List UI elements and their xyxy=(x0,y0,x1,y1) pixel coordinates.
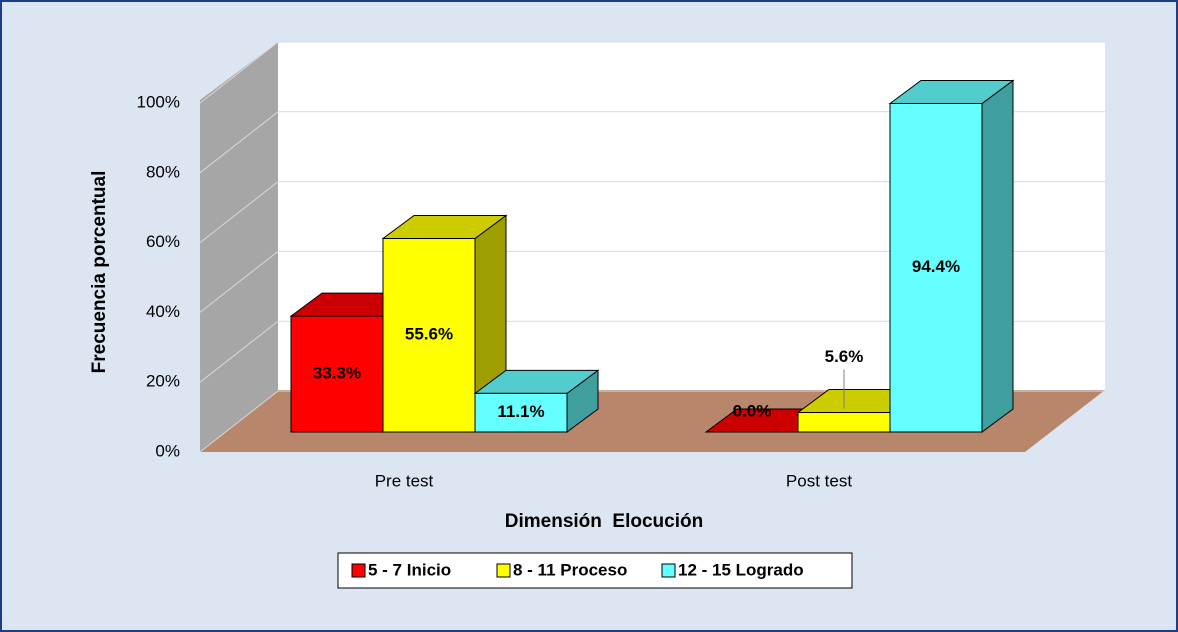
y-tick-label: 0% xyxy=(155,441,180,460)
legend-label: 12 - 15 Logrado xyxy=(678,560,804,579)
y-tick-label: 60% xyxy=(146,232,180,251)
legend-swatch xyxy=(496,563,511,578)
grid-line xyxy=(199,181,1105,243)
data-label: 0.0% xyxy=(733,401,772,420)
data-label: 94.4% xyxy=(912,257,960,276)
bar xyxy=(474,392,568,433)
x-axis-title: Dimensión Elocución xyxy=(505,511,703,532)
legend-swatch xyxy=(661,563,676,578)
legend xyxy=(337,552,853,589)
y-tick-label: 80% xyxy=(146,162,180,181)
bar xyxy=(889,102,983,433)
grid-line xyxy=(199,320,1105,383)
bar-side xyxy=(981,79,1014,433)
legend-label: 5 - 7 Inicio xyxy=(368,560,451,579)
legend-swatch xyxy=(351,563,366,578)
bar xyxy=(290,315,384,433)
x-tick-label: Post test xyxy=(786,471,852,490)
y-axis-title: Frecuencia porcentual xyxy=(89,171,110,374)
grid-line xyxy=(199,41,1105,104)
bar xyxy=(382,238,476,433)
legend-label: 8 - 11 Proceso xyxy=(513,560,627,579)
data-label: 5.6% xyxy=(825,347,864,366)
side-wall xyxy=(200,42,278,452)
y-tick-label: 100% xyxy=(137,92,180,111)
grid-line xyxy=(199,250,1105,313)
y-tick-label: 20% xyxy=(146,372,180,391)
x-tick-label: Pre test xyxy=(375,471,434,490)
data-label: 11.1% xyxy=(497,402,544,421)
data-label: 55.6% xyxy=(405,325,453,344)
bar xyxy=(797,412,891,433)
grid-line xyxy=(199,111,1105,174)
data-label: 33.3% xyxy=(313,364,361,383)
y-tick-label: 40% xyxy=(146,302,180,321)
